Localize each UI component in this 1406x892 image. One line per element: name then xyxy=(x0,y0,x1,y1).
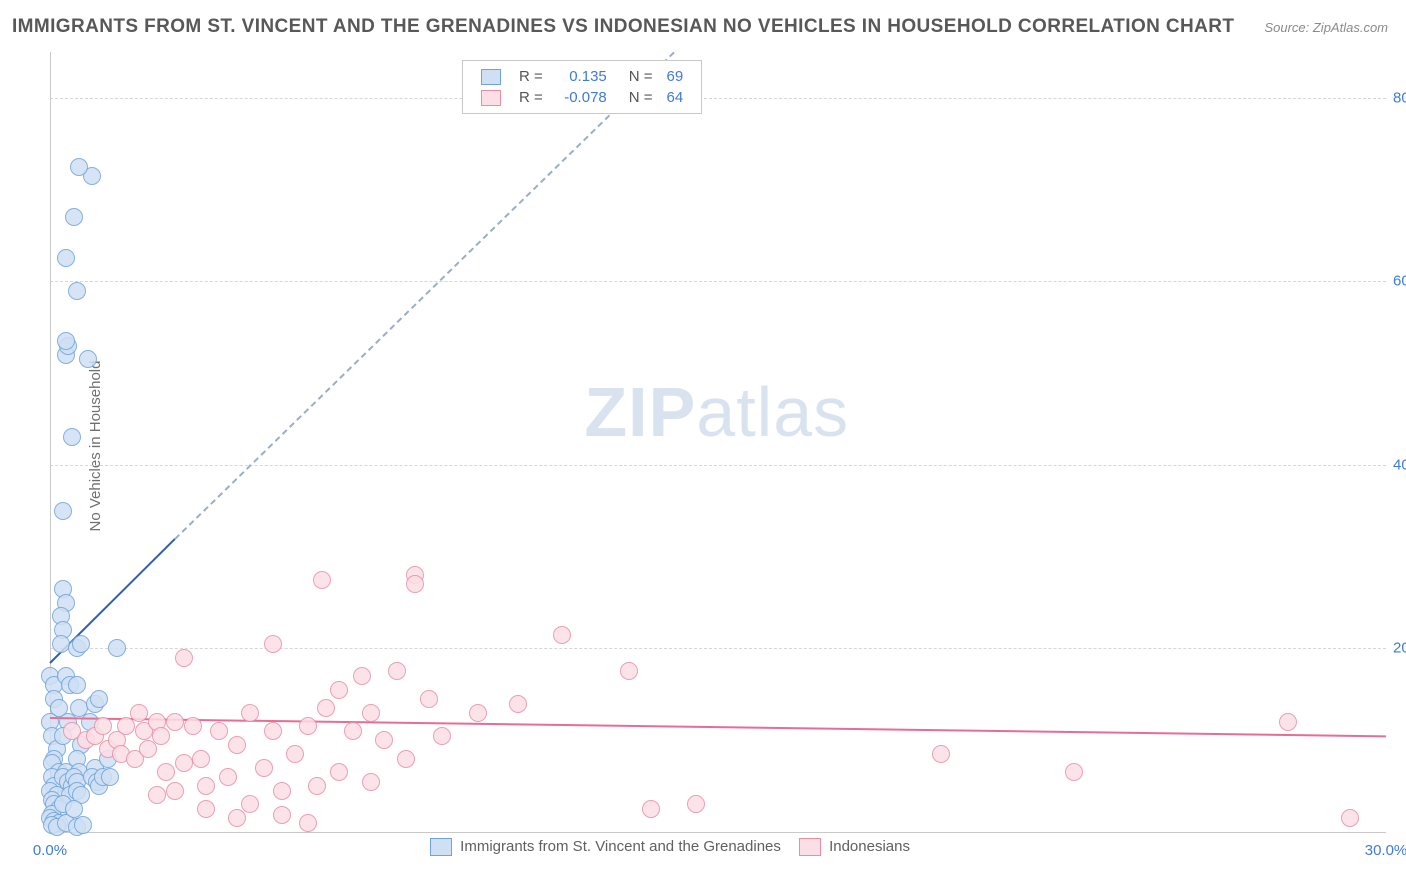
data-point xyxy=(308,777,326,795)
data-point xyxy=(433,727,451,745)
regression-line xyxy=(174,52,674,540)
data-point xyxy=(101,768,119,786)
data-point xyxy=(117,717,135,735)
data-point xyxy=(687,795,705,813)
chart-source: Source: ZipAtlas.com xyxy=(1264,20,1388,35)
y-tick-label: 40.0% xyxy=(1393,456,1406,473)
data-point xyxy=(184,717,202,735)
gridline xyxy=(50,648,1386,649)
data-point xyxy=(313,571,331,589)
watermark: ZIPatlas xyxy=(584,372,849,452)
data-point xyxy=(264,635,282,653)
data-point xyxy=(375,731,393,749)
data-point xyxy=(219,768,237,786)
data-point xyxy=(192,750,210,768)
correlation-legend: R =0.135N =69R =-0.078N =64 xyxy=(462,60,702,114)
data-point xyxy=(63,428,81,446)
data-point xyxy=(57,249,75,267)
data-point xyxy=(362,773,380,791)
legend-swatch xyxy=(430,838,452,856)
data-point xyxy=(362,704,380,722)
scatter-plot: ZIPatlas 20.0%40.0%60.0%80.0%0.0%30.0% xyxy=(50,52,1386,832)
x-tick-label: 30.0% xyxy=(1365,842,1406,859)
data-point xyxy=(241,704,259,722)
y-tick-label: 20.0% xyxy=(1393,640,1406,657)
data-point xyxy=(1065,763,1083,781)
gridline xyxy=(50,281,1386,282)
data-point xyxy=(420,690,438,708)
data-point xyxy=(152,727,170,745)
data-point xyxy=(72,635,90,653)
data-point xyxy=(353,667,371,685)
legend-label: Indonesians xyxy=(829,838,910,855)
data-point xyxy=(317,699,335,717)
data-point xyxy=(54,502,72,520)
data-point xyxy=(255,759,273,777)
data-point xyxy=(273,782,291,800)
data-point xyxy=(264,722,282,740)
data-point xyxy=(57,332,75,350)
data-point xyxy=(157,763,175,781)
data-point xyxy=(166,782,184,800)
data-point xyxy=(273,806,291,824)
data-point xyxy=(642,800,660,818)
gridline xyxy=(50,98,1386,99)
data-point xyxy=(148,786,166,804)
data-point xyxy=(932,745,950,763)
data-point xyxy=(228,809,246,827)
data-point xyxy=(344,722,362,740)
data-point xyxy=(210,722,228,740)
chart-title: IMMIGRANTS FROM ST. VINCENT AND THE GREN… xyxy=(12,16,1234,38)
data-point xyxy=(197,800,215,818)
x-tick-label: 0.0% xyxy=(33,842,67,859)
data-point xyxy=(175,649,193,667)
series-legend: Immigrants from St. Vincent and the Gren… xyxy=(412,838,910,856)
data-point xyxy=(70,158,88,176)
data-point xyxy=(68,282,86,300)
legend-swatch xyxy=(799,838,821,856)
data-point xyxy=(166,713,184,731)
data-point xyxy=(241,795,259,813)
data-point xyxy=(175,754,193,772)
y-tick-label: 60.0% xyxy=(1393,273,1406,290)
data-point xyxy=(1279,713,1297,731)
data-point xyxy=(330,763,348,781)
data-point xyxy=(620,662,638,680)
data-point xyxy=(299,717,317,735)
data-point xyxy=(469,704,487,722)
x-axis xyxy=(50,832,1386,833)
data-point xyxy=(330,681,348,699)
data-point xyxy=(509,695,527,713)
data-point xyxy=(65,208,83,226)
data-point xyxy=(139,740,157,758)
data-point xyxy=(388,662,406,680)
data-point xyxy=(90,690,108,708)
data-point xyxy=(68,676,86,694)
data-point xyxy=(108,639,126,657)
data-point xyxy=(1341,809,1359,827)
data-point xyxy=(228,736,246,754)
data-point xyxy=(299,814,317,832)
data-point xyxy=(397,750,415,768)
data-point xyxy=(79,350,97,368)
legend-label: Immigrants from St. Vincent and the Gren… xyxy=(460,838,781,855)
data-point xyxy=(553,626,571,644)
data-point xyxy=(286,745,304,763)
data-point xyxy=(197,777,215,795)
y-tick-label: 80.0% xyxy=(1393,89,1406,106)
data-point xyxy=(74,816,92,834)
data-point xyxy=(406,575,424,593)
data-point xyxy=(130,704,148,722)
